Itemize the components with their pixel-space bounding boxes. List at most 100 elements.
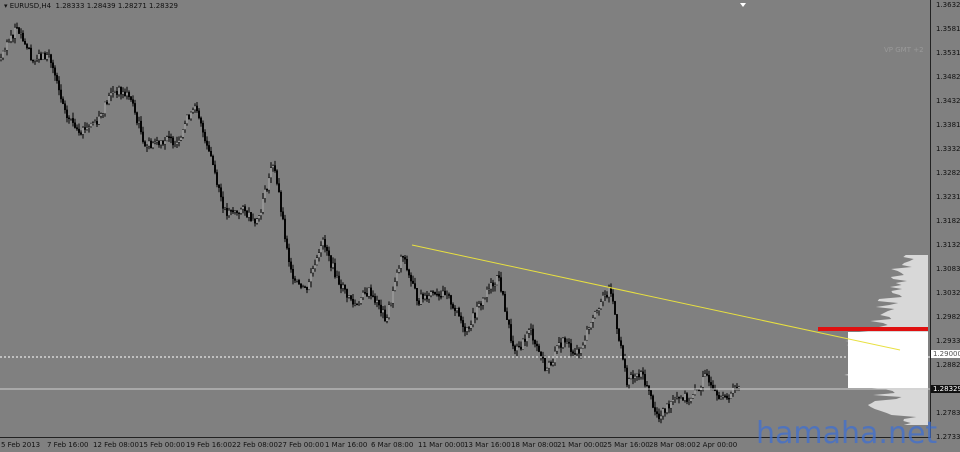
candle-body xyxy=(13,27,16,39)
candle-body xyxy=(576,349,579,355)
candle-body xyxy=(107,95,110,104)
candle-body xyxy=(446,294,449,296)
candle-body xyxy=(674,398,677,400)
candle-body xyxy=(145,145,148,148)
candle-body xyxy=(634,376,637,379)
candle-body xyxy=(284,218,287,240)
candle-body xyxy=(165,136,168,142)
candle-body xyxy=(50,54,53,63)
trendline xyxy=(411,244,901,351)
candle-body xyxy=(710,382,713,386)
candle-body xyxy=(163,140,166,145)
candle-body xyxy=(95,121,98,125)
chart-plot-area[interactable] xyxy=(0,0,931,438)
candle-body xyxy=(620,340,623,346)
candle-body xyxy=(87,126,90,128)
candle-body xyxy=(370,287,373,296)
candle-body xyxy=(516,345,519,351)
candle-body xyxy=(360,297,363,304)
candle-body xyxy=(498,275,501,278)
candle-body xyxy=(340,284,343,289)
candle-body xyxy=(119,87,122,95)
price-tick-label: 1.33320 xyxy=(936,145,960,153)
price-tick-label: 1.34820 xyxy=(936,73,960,81)
candle-body xyxy=(344,284,347,290)
candle-body xyxy=(197,110,200,119)
candle-body xyxy=(304,286,307,288)
candle-body xyxy=(510,324,513,342)
candle-body xyxy=(472,312,475,325)
candle-body xyxy=(728,398,731,400)
candle-body xyxy=(179,137,182,141)
candle-body xyxy=(247,212,250,218)
candle-body xyxy=(540,351,543,358)
candle-body xyxy=(552,362,555,366)
candle-body xyxy=(352,299,355,305)
candle-body xyxy=(36,58,39,61)
candle-body xyxy=(598,308,601,311)
candle-body xyxy=(628,378,631,386)
candle-body xyxy=(404,257,407,260)
candle-body xyxy=(604,294,607,297)
poc-line xyxy=(818,327,928,331)
candle-body xyxy=(616,314,619,330)
candle-body xyxy=(530,328,533,331)
candle-body xyxy=(686,393,689,402)
price-tick-label: 1.32825 xyxy=(936,169,960,177)
price-tick-label: 1.36320 xyxy=(936,1,960,9)
candle-body xyxy=(672,399,675,402)
candle-body xyxy=(702,376,705,388)
candle-body xyxy=(312,268,315,274)
candle-body xyxy=(366,293,369,297)
candle-body xyxy=(660,415,663,420)
candle-body xyxy=(16,27,19,29)
candle-body xyxy=(26,44,29,49)
candle-body xyxy=(91,122,94,124)
candle-body xyxy=(135,112,138,124)
candle-body xyxy=(42,52,45,60)
candle-body xyxy=(63,103,66,111)
candle-body xyxy=(560,342,563,348)
candle-body xyxy=(438,293,441,297)
candle-body xyxy=(658,413,661,420)
candle-body xyxy=(486,289,489,298)
candle-body xyxy=(328,250,331,256)
candle-body xyxy=(390,303,393,305)
candle-body xyxy=(478,303,481,307)
candle-body xyxy=(732,387,735,394)
candle-body xyxy=(512,340,515,347)
time-tick-label: 11 Mar 00:00 xyxy=(418,441,465,449)
candle-body xyxy=(714,389,717,392)
candle-body xyxy=(664,408,667,413)
candle-body xyxy=(362,292,365,298)
candle-body xyxy=(696,389,699,392)
candle-body xyxy=(622,345,625,360)
candle-body xyxy=(225,208,228,216)
candle-body xyxy=(111,91,114,94)
candle-body xyxy=(155,140,158,143)
candle-body xyxy=(62,98,65,104)
candle-body xyxy=(676,397,679,399)
candle-body xyxy=(592,317,595,323)
candle-body xyxy=(614,301,617,315)
value-area xyxy=(848,332,928,388)
candle-body xyxy=(103,101,106,114)
candle-body xyxy=(316,257,319,266)
candle-body xyxy=(0,57,2,60)
candle-body xyxy=(83,127,86,130)
candle-body xyxy=(606,294,609,298)
time-tick-label: 5 Feb 2013 xyxy=(1,441,41,449)
candle-body xyxy=(692,394,695,399)
candle-body xyxy=(193,105,196,111)
candle-body xyxy=(231,210,234,213)
candle-body xyxy=(600,301,603,309)
candle-body xyxy=(209,151,212,157)
candle-body xyxy=(93,121,96,123)
candle-body xyxy=(189,111,192,120)
candle-body xyxy=(73,122,76,128)
candle-body xyxy=(612,293,615,302)
candle-body xyxy=(722,395,725,398)
candle-body xyxy=(524,338,527,342)
candle-body xyxy=(7,41,10,43)
candle-body xyxy=(406,259,409,270)
